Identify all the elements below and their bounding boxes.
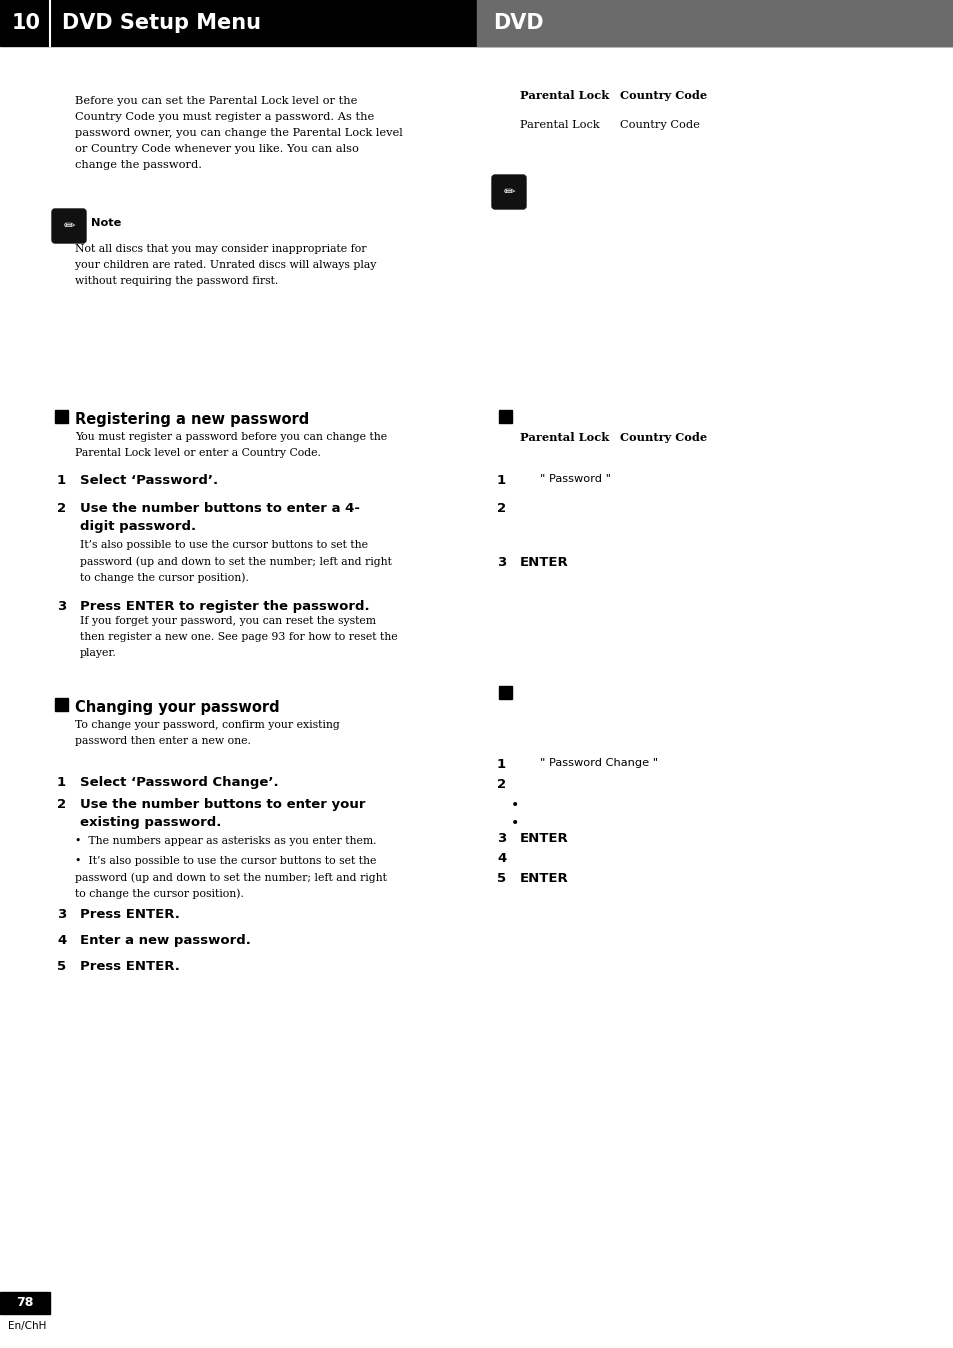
Text: Not all discs that you may consider inappropriate for: Not all discs that you may consider inap… [75,244,366,253]
Text: To change your password, confirm your existing: To change your password, confirm your ex… [75,720,339,731]
Text: digit password.: digit password. [80,520,196,532]
Text: Note: Note [91,218,121,228]
Text: change the password.: change the password. [75,160,202,170]
Text: •: • [511,798,518,811]
Text: 3: 3 [497,832,506,845]
Text: 3: 3 [497,555,506,569]
Text: Changing your password: Changing your password [75,700,279,714]
Text: If you forget your password, you can reset the system: If you forget your password, you can res… [80,616,375,625]
Text: It’s also possible to use the cursor buttons to set the: It’s also possible to use the cursor but… [80,541,368,550]
FancyBboxPatch shape [492,175,525,209]
Text: 2: 2 [497,778,506,791]
Text: Parental Lock: Parental Lock [519,431,609,443]
Text: Country Code: Country Code [619,90,706,101]
Text: " Password ": " Password " [539,474,610,484]
Text: En/ChH: En/ChH [8,1321,47,1330]
Text: Use the number buttons to enter your: Use the number buttons to enter your [80,798,365,811]
Text: to change the cursor position).: to change the cursor position). [75,888,244,899]
Text: 78: 78 [16,1297,33,1309]
Text: existing password.: existing password. [80,816,221,829]
Text: 2: 2 [57,798,66,811]
Text: 2: 2 [57,501,66,515]
Text: ENTER: ENTER [519,555,568,569]
Text: Registering a new password: Registering a new password [75,412,309,427]
Text: without requiring the password first.: without requiring the password first. [75,276,278,286]
Text: 2: 2 [497,501,506,515]
Text: Before you can set the Parental Lock level or the: Before you can set the Parental Lock lev… [75,96,357,106]
Text: Select ‘Password Change’.: Select ‘Password Change’. [80,776,278,789]
Text: Country Code you must register a password. As the: Country Code you must register a passwor… [75,112,374,123]
Text: to change the cursor position).: to change the cursor position). [80,572,249,582]
Text: 1: 1 [57,776,66,789]
Text: player.: player. [80,648,116,658]
Text: Parental Lock: Parental Lock [519,90,609,101]
Text: or Country Code whenever you like. You can also: or Country Code whenever you like. You c… [75,144,358,154]
Bar [476,0,953,46]
Text: 1: 1 [57,474,66,487]
Bar [498,686,512,700]
Bar [55,410,68,423]
Text: " Password Change ": " Password Change " [539,758,658,768]
Text: DVD: DVD [493,13,543,32]
Text: DVD Setup Menu: DVD Setup Menu [62,13,261,32]
Text: Parental Lock level or enter a Country Code.: Parental Lock level or enter a Country C… [75,448,320,458]
Text: password owner, you can change the Parental Lock level: password owner, you can change the Paren… [75,128,402,137]
Text: ✏: ✏ [63,218,74,233]
Text: ENTER: ENTER [519,872,568,886]
Text: password (up and down to set the number; left and right: password (up and down to set the number;… [75,872,387,883]
Text: 5: 5 [57,960,66,973]
Text: Use the number buttons to enter a 4-: Use the number buttons to enter a 4- [80,501,359,515]
Text: You must register a password before you can change the: You must register a password before you … [75,431,387,442]
Text: 3: 3 [57,600,66,613]
Text: your children are rated. Unrated discs will always play: your children are rated. Unrated discs w… [75,260,376,270]
Text: ✏: ✏ [502,185,515,200]
Bar [0,0,953,46]
Text: Press ENTER.: Press ENTER. [80,909,180,921]
Text: password then enter a new one.: password then enter a new one. [75,736,251,745]
Text: Country Code: Country Code [619,431,706,443]
Text: password (up and down to set the number; left and right: password (up and down to set the number;… [80,555,392,566]
Bar [498,410,512,423]
Bar [0,1291,50,1314]
Text: Country Code: Country Code [619,120,700,129]
Text: then register a new one. See page 93 for how to reset the: then register a new one. See page 93 for… [80,632,397,642]
Text: •: • [511,816,518,830]
Text: 5: 5 [497,872,506,886]
Text: Enter a new password.: Enter a new password. [80,934,251,948]
Text: Press ENTER to register the password.: Press ENTER to register the password. [80,600,369,613]
Text: 4: 4 [497,852,506,865]
Text: ENTER: ENTER [519,832,568,845]
Text: •  The numbers appear as asterisks as you enter them.: • The numbers appear as asterisks as you… [75,836,376,847]
Text: •  It’s also possible to use the cursor buttons to set the: • It’s also possible to use the cursor b… [75,856,376,865]
Text: Parental Lock: Parental Lock [519,120,599,129]
Text: 10: 10 [11,13,40,32]
Text: 1: 1 [497,758,506,771]
Text: 3: 3 [57,909,66,921]
Text: 1: 1 [497,474,506,487]
Bar [55,698,68,710]
Text: Press ENTER.: Press ENTER. [80,960,180,973]
Text: Select ‘Password’.: Select ‘Password’. [80,474,218,487]
FancyBboxPatch shape [52,209,86,243]
Text: 4: 4 [57,934,66,948]
